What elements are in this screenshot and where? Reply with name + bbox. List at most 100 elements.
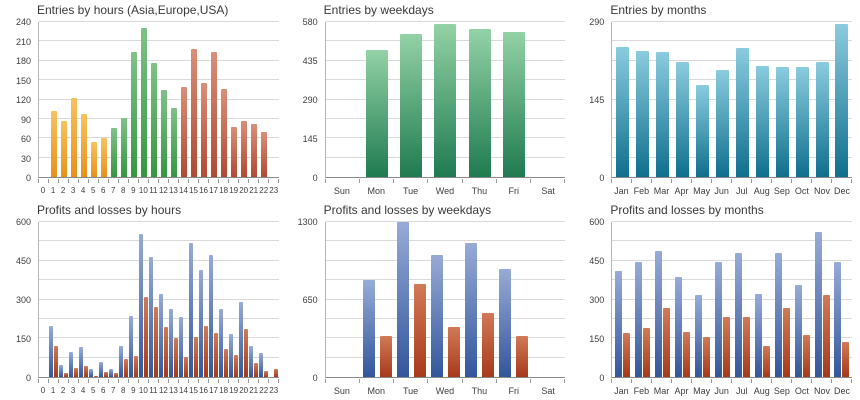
bar-mon[interactable]: [366, 50, 388, 177]
bar-losses-15[interactable]: [194, 337, 199, 377]
bar-21[interactable]: [250, 124, 257, 177]
bar-losses-13[interactable]: [174, 338, 179, 377]
bar-losses-fri[interactable]: [516, 335, 529, 377]
bar-losses-jun[interactable]: [722, 316, 730, 377]
bar-losses-2[interactable]: [64, 373, 69, 377]
bar-13[interactable]: [170, 107, 177, 177]
bar-12[interactable]: [160, 89, 167, 177]
bar-losses-12[interactable]: [164, 327, 169, 377]
bar-profits-15[interactable]: [189, 243, 194, 377]
bar-profits-aug[interactable]: [754, 294, 762, 377]
bar-losses-9[interactable]: [134, 355, 139, 377]
bar-losses-nov[interactable]: [822, 295, 830, 377]
bar-losses-may[interactable]: [702, 336, 710, 377]
bar-5[interactable]: [90, 142, 97, 177]
bar-profits-20[interactable]: [239, 302, 244, 377]
bar-profits-jan[interactable]: [614, 271, 622, 377]
bar-profits-fri[interactable]: [499, 269, 512, 377]
bar-profits-1[interactable]: [49, 326, 54, 377]
bar-mar[interactable]: [655, 51, 669, 177]
bar-profits-9[interactable]: [129, 316, 134, 377]
bar-feb[interactable]: [635, 50, 649, 177]
bar-jan[interactable]: [615, 46, 629, 177]
bar-losses-oct[interactable]: [802, 334, 810, 377]
bar-profits-sep[interactable]: [774, 253, 782, 377]
bar-profits-3[interactable]: [69, 351, 74, 377]
bar-20[interactable]: [240, 121, 247, 177]
bar-profits-jun[interactable]: [714, 261, 722, 377]
bar-losses-6[interactable]: [104, 372, 109, 377]
bar-profits-wed[interactable]: [430, 254, 443, 377]
bar-jun[interactable]: [715, 70, 729, 177]
bar-profits-22[interactable]: [259, 353, 264, 377]
bar-apr[interactable]: [675, 61, 689, 177]
bar-dec[interactable]: [835, 24, 849, 177]
bar-profits-mon[interactable]: [362, 280, 375, 377]
bar-profits-13[interactable]: [169, 309, 174, 377]
bar-11[interactable]: [150, 63, 157, 177]
bar-profits-apr[interactable]: [674, 277, 682, 377]
bar-losses-20[interactable]: [244, 329, 249, 377]
bar-sep[interactable]: [775, 67, 789, 177]
bar-oct[interactable]: [795, 67, 809, 177]
bar-22[interactable]: [260, 132, 267, 177]
bar-profits-11[interactable]: [149, 256, 154, 377]
bar-losses-jul[interactable]: [742, 317, 750, 377]
bar-losses-wed[interactable]: [447, 326, 460, 377]
bar-profits-feb[interactable]: [634, 261, 642, 377]
bar-profits-7[interactable]: [109, 369, 114, 377]
bar-losses-8[interactable]: [124, 359, 129, 377]
bar-losses-aug[interactable]: [762, 345, 770, 377]
bar-16[interactable]: [200, 82, 207, 177]
bar-10[interactable]: [140, 28, 147, 177]
bar-losses-7[interactable]: [114, 373, 119, 377]
bar-thu[interactable]: [468, 29, 491, 177]
bar-losses-apr[interactable]: [682, 332, 690, 377]
bar-18[interactable]: [220, 89, 227, 177]
bar-losses-14[interactable]: [184, 356, 189, 377]
bar-profits-dec[interactable]: [834, 261, 842, 377]
bar-losses-feb[interactable]: [642, 327, 650, 377]
bar-losses-11[interactable]: [154, 306, 159, 377]
bar-profits-18[interactable]: [219, 308, 224, 377]
bar-losses-jan[interactable]: [622, 333, 630, 377]
bar-losses-22[interactable]: [264, 370, 269, 377]
bar-19[interactable]: [230, 126, 237, 177]
bar-profits-10[interactable]: [139, 234, 144, 377]
bar-profits-may[interactable]: [694, 295, 702, 377]
bar-profits-jul[interactable]: [734, 252, 742, 377]
bar-nov[interactable]: [815, 62, 829, 177]
bar-losses-mon[interactable]: [379, 335, 392, 377]
bar-profits-2[interactable]: [59, 364, 64, 377]
bar-losses-mar[interactable]: [662, 307, 670, 377]
bar-losses-tue[interactable]: [413, 284, 426, 377]
bar-profits-14[interactable]: [179, 317, 184, 377]
bar-profits-6[interactable]: [99, 361, 104, 377]
bar-3[interactable]: [70, 97, 77, 177]
bar-profits-12[interactable]: [159, 294, 164, 377]
bar-losses-21[interactable]: [254, 362, 259, 377]
bar-profits-21[interactable]: [249, 346, 254, 377]
bar-profits-nov[interactable]: [814, 232, 822, 377]
bar-4[interactable]: [80, 114, 87, 177]
bar-profits-4[interactable]: [79, 347, 84, 377]
bar-profits-16[interactable]: [199, 270, 204, 377]
bar-losses-3[interactable]: [74, 368, 79, 377]
bar-losses-5[interactable]: [94, 376, 99, 377]
bar-losses-18[interactable]: [224, 349, 229, 377]
bar-6[interactable]: [100, 137, 107, 177]
bar-2[interactable]: [60, 121, 67, 177]
bar-profits-5[interactable]: [89, 369, 94, 377]
bar-losses-23[interactable]: [274, 368, 279, 377]
bar-profits-thu[interactable]: [465, 242, 478, 377]
bar-losses-1[interactable]: [54, 346, 59, 377]
bar-profits-17[interactable]: [209, 255, 214, 377]
bar-15[interactable]: [190, 49, 197, 177]
bar-losses-10[interactable]: [144, 297, 149, 377]
bar-losses-dec[interactable]: [842, 341, 850, 377]
bar-1[interactable]: [50, 111, 57, 177]
bar-may[interactable]: [695, 85, 709, 177]
bar-7[interactable]: [110, 127, 117, 177]
bar-wed[interactable]: [434, 24, 457, 177]
bar-jul[interactable]: [735, 48, 749, 177]
